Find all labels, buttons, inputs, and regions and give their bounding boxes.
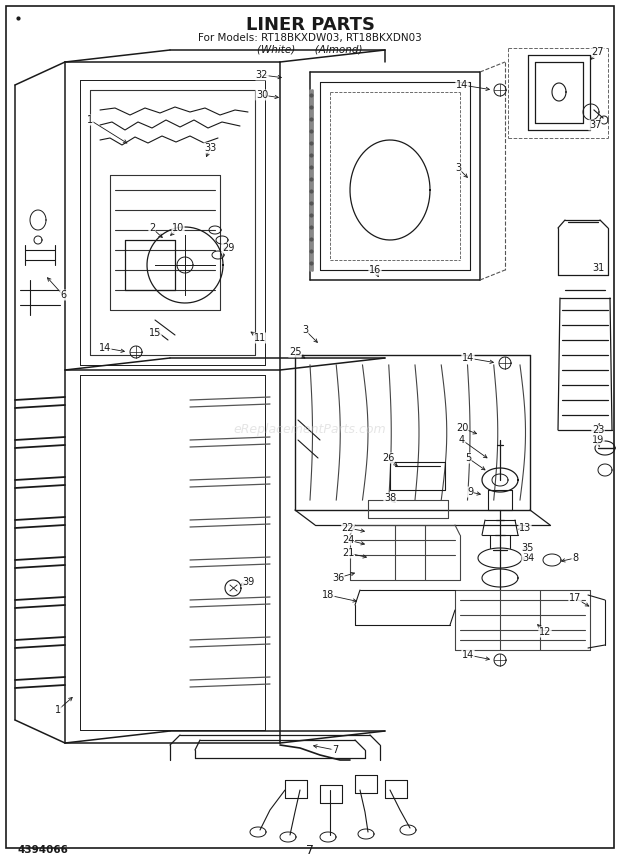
Text: 4: 4 [459,435,465,445]
Text: 24: 24 [342,535,354,545]
Text: 14: 14 [456,80,468,90]
Text: For Models: RT18BKXDW03, RT18BKXDN03: For Models: RT18BKXDW03, RT18BKXDN03 [198,33,422,43]
Text: 26: 26 [382,453,394,463]
Text: 34: 34 [522,553,534,563]
Text: 1: 1 [87,115,93,125]
Text: 21: 21 [342,548,354,558]
Text: 13: 13 [519,523,531,533]
Text: 7: 7 [332,745,338,755]
Text: 29: 29 [222,243,234,253]
Text: 3: 3 [455,163,461,173]
Text: 38: 38 [384,493,396,503]
Text: 14: 14 [462,353,474,363]
Text: 31: 31 [592,263,604,273]
Text: 20: 20 [456,423,468,433]
Text: 5: 5 [465,453,471,463]
Text: 15: 15 [149,328,161,338]
Text: 11: 11 [254,333,266,343]
Text: 27: 27 [591,47,604,57]
Text: 22: 22 [342,523,354,533]
Text: 1: 1 [55,705,61,715]
Text: 33: 33 [204,143,216,153]
Text: 9: 9 [467,487,473,497]
Text: 30: 30 [256,90,268,100]
Text: 10: 10 [172,223,184,233]
Text: 7: 7 [306,844,314,857]
Text: 16: 16 [369,265,381,275]
Text: 19: 19 [592,435,604,445]
Text: 14: 14 [99,343,111,353]
Text: 32: 32 [256,70,268,80]
Text: 4394066: 4394066 [18,845,69,855]
Text: 2: 2 [149,223,155,233]
Text: 12: 12 [539,627,551,637]
Text: LINER PARTS: LINER PARTS [246,16,374,34]
Text: 39: 39 [242,577,254,587]
Text: 14: 14 [462,650,474,660]
Text: 3: 3 [302,325,308,335]
Text: 23: 23 [592,425,604,435]
Text: (White)      (Almond): (White) (Almond) [257,45,363,55]
Text: eReplacementParts.com: eReplacementParts.com [234,424,386,437]
Text: 25: 25 [289,347,301,357]
Text: 17: 17 [569,593,581,603]
Text: 37: 37 [589,120,601,130]
Text: 35: 35 [522,543,534,553]
Text: 18: 18 [322,590,334,600]
Text: 36: 36 [332,573,344,583]
Text: 8: 8 [572,553,578,563]
Text: 6: 6 [60,290,66,300]
